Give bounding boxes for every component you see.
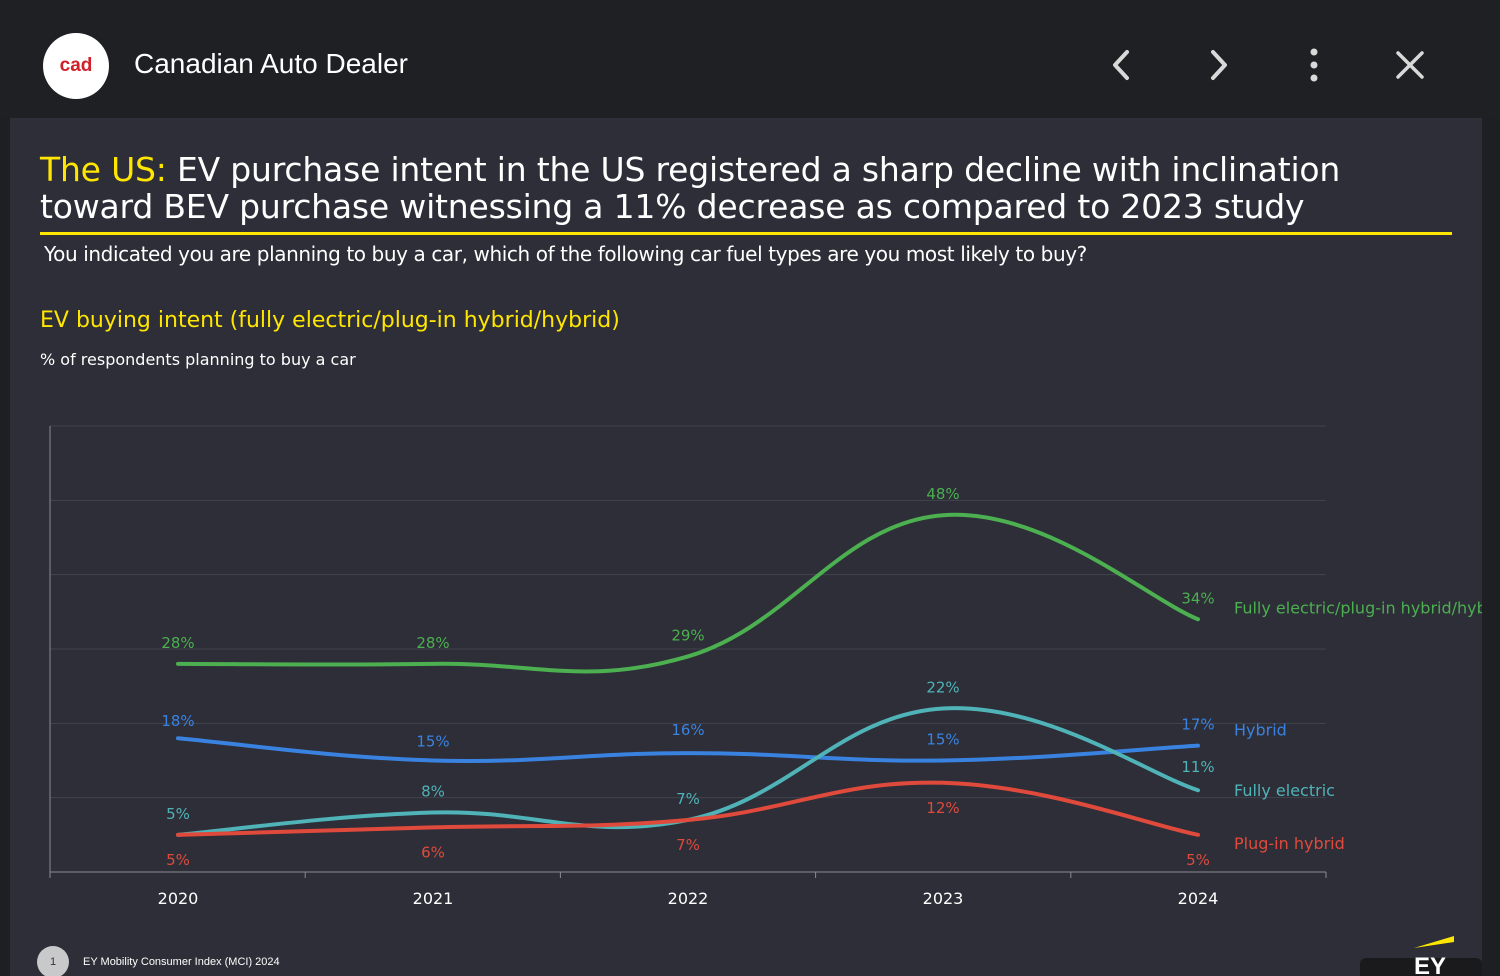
- app-title: Canadian Auto Dealer: [134, 48, 408, 79]
- image-size-overlay: [1360, 958, 1482, 976]
- x-tick-label: 2024: [1178, 889, 1219, 908]
- data-label: 28%: [161, 634, 194, 652]
- legend-label-fully-electric-plug-in-hybrid-hybrid: Fully electric/plug-in hybrid/hybrid: [1234, 598, 1482, 617]
- data-label: 7%: [676, 836, 700, 854]
- data-label: 16%: [671, 721, 704, 739]
- data-label: 22%: [926, 678, 959, 696]
- data-label: 28%: [416, 634, 449, 652]
- legend-label-plug-in-hybrid: Plug-in hybrid: [1234, 834, 1345, 853]
- data-label: 15%: [416, 733, 449, 751]
- close-icon: [1396, 51, 1424, 79]
- data-label: 18%: [161, 712, 194, 730]
- line-chart: 2020 2021 2022 2023 2024 28% 28% 29% 48% 34% Fully…: [49, 425, 1482, 908]
- x-tick-label: 2022: [668, 889, 709, 908]
- more-vertical-icon: [1310, 48, 1318, 82]
- data-label: 48%: [926, 485, 959, 503]
- data-label: 34%: [1181, 589, 1214, 607]
- site-logo[interactable]: cad: [43, 33, 109, 99]
- x-tick-label: 2020: [158, 889, 199, 908]
- chart-title: EV buying intent (fully electric/plug-in…: [40, 308, 620, 333]
- legend-label-hybrid: Hybrid: [1234, 721, 1287, 740]
- data-label: 7%: [676, 790, 700, 808]
- legend-label-fully-electric: Fully electric: [1234, 781, 1335, 800]
- next-button[interactable]: [1193, 40, 1243, 90]
- chevron-right-icon: [1211, 50, 1227, 80]
- headline-text: EV purchase intent in the US registered …: [40, 150, 1341, 226]
- footnote-number: 1: [37, 946, 69, 976]
- series-line-hybrid: [176, 736, 1200, 764]
- data-label: 5%: [166, 851, 190, 869]
- top-bar: cad Canadian Auto Dealer: [0, 0, 1500, 118]
- x-tick-label: 2023: [923, 889, 964, 908]
- chevron-left-icon: [1113, 50, 1129, 80]
- survey-question: You indicated you are planning to buy a …: [44, 242, 1087, 266]
- data-label: 12%: [926, 799, 959, 817]
- data-label: 5%: [1186, 851, 1210, 869]
- logo-text: cad: [59, 55, 93, 76]
- more-options-button[interactable]: [1289, 40, 1339, 90]
- previous-button[interactable]: [1097, 40, 1147, 90]
- data-label: 11%: [1181, 758, 1214, 776]
- x-tick-label: 2021: [413, 889, 454, 908]
- data-label: 6%: [421, 843, 445, 861]
- data-label: 29%: [671, 626, 704, 644]
- ey-logo: EY: [1414, 936, 1454, 976]
- footnote-source: EY Mobility Consumer Index (MCI) 2024: [83, 956, 280, 968]
- slide-image: The US: EV purchase intent in the US reg…: [10, 118, 1482, 976]
- series-line-plug-in-hybrid: [176, 780, 1200, 837]
- data-label: 8%: [421, 783, 445, 801]
- headline-divider: [40, 232, 1452, 235]
- series-line-fully-electric-plug-in-hybrid-hybrid: [176, 512, 1200, 674]
- headline-highlight: The US:: [40, 150, 167, 189]
- ey-logo-text: EY: [1414, 953, 1446, 976]
- slide-headline: The US: EV purchase intent in the US reg…: [40, 151, 1450, 225]
- data-label: 5%: [166, 805, 190, 823]
- close-button[interactable]: [1385, 40, 1435, 90]
- data-label: 17%: [1181, 716, 1214, 734]
- chart-subtitle: % of respondents planning to buy a car: [40, 350, 356, 369]
- data-label: 15%: [926, 731, 959, 749]
